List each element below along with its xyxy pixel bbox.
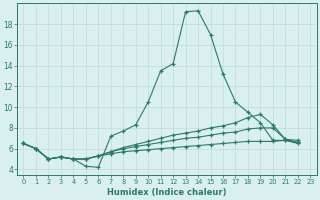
X-axis label: Humidex (Indice chaleur): Humidex (Indice chaleur) — [107, 188, 227, 197]
